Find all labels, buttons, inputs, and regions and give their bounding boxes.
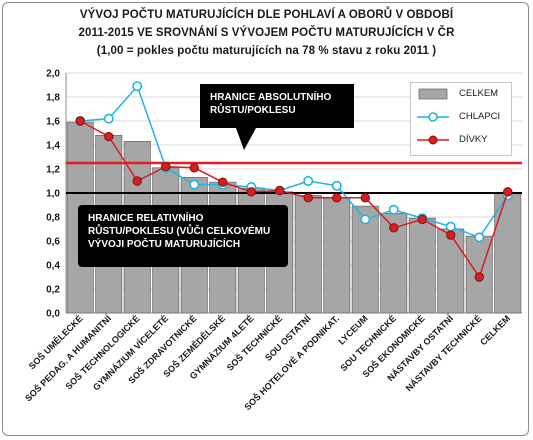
point-divky (75, 116, 85, 126)
point-chlapci (132, 81, 143, 92)
legend-swatches (417, 88, 449, 145)
point-divky (417, 214, 427, 225)
absolute-callout-line-1: HRANICE ABSOLUTNÍHO (210, 92, 332, 103)
point-divky (104, 131, 114, 142)
bar-celkem (323, 197, 351, 314)
absolute-threshold-callout: HRANICE ABSOLUTNÍHO RŮSTU/POKLESU (200, 84, 354, 128)
y-tick-label: 1,2 (46, 165, 60, 176)
point-divky (189, 163, 199, 173)
point-chlapci (474, 232, 485, 243)
legend-label-celkem: CELKEM (459, 88, 499, 99)
x-tick-label: CELKEM (478, 313, 512, 347)
point-chlapci (103, 113, 114, 124)
chart-title-line-1: VÝVOJ POČTU MATURUJÍCÍCH DLE POHLAVÍ A O… (79, 9, 454, 21)
point-divky (360, 193, 370, 203)
legend-item-chlapci: CHLAPCI (417, 109, 511, 125)
point-divky (161, 161, 171, 172)
point-divky (332, 193, 342, 203)
point-divky (132, 176, 142, 186)
bar-celkem (494, 192, 522, 314)
point-chlapci (189, 179, 200, 190)
point-chlapci (388, 204, 399, 215)
point-chlapci (331, 180, 342, 191)
legend-marker-chlapci (428, 112, 438, 122)
y-tick-label: 0,4 (46, 261, 60, 272)
point-divky (474, 272, 484, 282)
bar-celkem (408, 217, 436, 314)
bar-celkem (351, 205, 379, 314)
y-tick-label: 1,0 (46, 189, 60, 200)
point-divky (303, 193, 313, 203)
y-tick-label: 1,6 (46, 117, 60, 128)
legend-item-divky: DÍVKY (417, 132, 511, 148)
legend-label-divky: DÍVKY (459, 134, 488, 145)
point-divky (275, 185, 285, 196)
bar-celkem (294, 194, 322, 314)
chart-title-line-3: (1,00 = pokles počtu maturujících na 78 … (96, 45, 437, 57)
relative-threshold-callout: HRANICE RELATIVNÍHO RŮSTU/POKLESU (VŮČI … (78, 205, 288, 267)
relative-callout-line-3: VÝVOJI POČTU MATURUJÍCÍCH (88, 239, 241, 250)
relative-callout-line-1: HRANICE RELATIVNÍHO (88, 213, 204, 224)
chart-title-line-2: 2011-2015 VE SROVNÁNÍ S VÝVOJEM POČTU MA… (78, 27, 455, 39)
y-tick-label: 1,8 (46, 93, 60, 104)
point-divky (389, 223, 399, 233)
point-chlapci (445, 221, 456, 232)
legend-marker-divky (428, 135, 438, 145)
point-divky (446, 230, 456, 240)
legend-label-chlapci: CHLAPCI (459, 111, 501, 122)
y-tick-label: 2,0 (46, 69, 60, 80)
absolute-callout-pointer (236, 128, 256, 150)
point-divky (503, 187, 513, 197)
y-tick-label: 0,2 (46, 285, 60, 296)
x-tick-label: SOŠ UMĚLECKÉ (26, 313, 85, 372)
y-tick-label: 0,8 (46, 213, 60, 224)
point-chlapci (303, 176, 314, 187)
bar-celkem (437, 228, 465, 314)
legend-item-celkem: CELKEM (417, 86, 511, 102)
point-divky (246, 187, 256, 197)
series-line-divky (79, 120, 509, 279)
series-line-chlapci (80, 84, 509, 239)
y-tick-label: 0,0 (46, 309, 60, 320)
absolute-callout-line-2: RŮSTU/POKLESU (210, 105, 296, 116)
point-divky (218, 177, 228, 187)
y-tick-label: 1,4 (46, 141, 60, 152)
relative-callout-line-2: RŮSTU/POKLESU (VŮČI CELKOVÉMU (88, 226, 271, 237)
chart-legend: CELKEM CHLAPCI DÍVKY (410, 82, 512, 156)
y-tick-label: 0,6 (46, 237, 60, 248)
legend-swatch-celkem (418, 88, 448, 100)
point-chlapci (360, 214, 371, 225)
